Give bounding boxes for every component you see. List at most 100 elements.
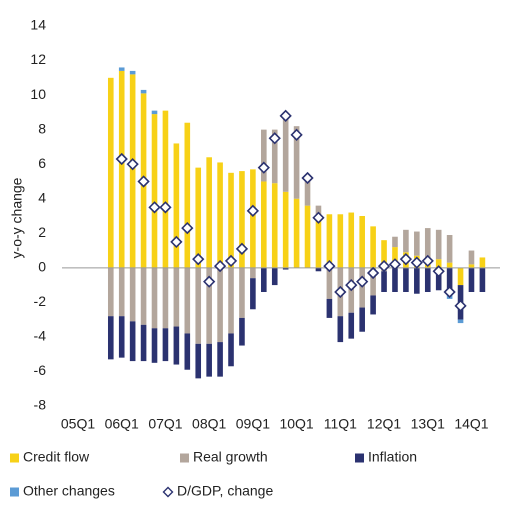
y-tick-label: 6 xyxy=(38,155,46,171)
bar-segment xyxy=(326,267,333,299)
y-tick-label: 4 xyxy=(38,189,46,205)
bar-segment xyxy=(304,176,311,206)
diamond-marker xyxy=(213,259,227,273)
diamond-marker xyxy=(279,109,292,122)
bar-segment xyxy=(228,333,234,367)
diamond-marker xyxy=(148,201,161,214)
legend-swatch xyxy=(10,487,19,497)
y-tick-label: 14 xyxy=(30,17,46,33)
bar-segment xyxy=(435,229,442,260)
bar-segment xyxy=(315,267,322,272)
x-tick-label: 13Q1 xyxy=(411,416,445,432)
bar-segment xyxy=(151,110,158,115)
bar-segment xyxy=(370,226,376,268)
bar-segment xyxy=(446,262,453,268)
bar-segment xyxy=(479,267,486,292)
x-tick-label: 12Q1 xyxy=(367,416,401,432)
bar-segment xyxy=(250,169,256,268)
y-tick-label: -2 xyxy=(34,293,47,309)
bar-segment xyxy=(228,267,234,334)
diamond-marker xyxy=(312,211,325,224)
bar-segment xyxy=(435,267,442,291)
bar-segment xyxy=(261,181,267,268)
diamond-marker xyxy=(203,275,216,288)
bar-segment xyxy=(446,235,453,263)
bar-segment xyxy=(381,271,387,292)
bar-segment xyxy=(217,342,223,377)
bar-segment xyxy=(282,267,289,270)
bar-segment xyxy=(162,328,169,362)
bar-segment xyxy=(173,143,180,268)
diamond-marker xyxy=(126,158,139,171)
bar-segment xyxy=(457,319,464,324)
bar-segment xyxy=(184,122,191,268)
legend-swatch xyxy=(10,453,19,463)
bar-segment xyxy=(282,112,289,192)
bar-segment xyxy=(392,236,398,248)
bar-segment xyxy=(261,129,267,182)
bar-segment xyxy=(184,333,191,370)
bar-segment xyxy=(129,321,136,362)
bar-segment xyxy=(162,110,169,268)
diamond-marker xyxy=(388,258,402,271)
diamond-marker xyxy=(246,204,260,217)
bar-segment xyxy=(271,129,278,184)
bar-segment xyxy=(140,89,147,94)
bar-segment xyxy=(129,267,136,322)
diamond-marker xyxy=(454,299,467,312)
bar-segment xyxy=(315,205,322,215)
x-tick-label: 07Q1 xyxy=(148,416,182,432)
diamond-marker xyxy=(224,254,238,268)
y-tick-label: 8 xyxy=(38,120,46,136)
y-tick-label: 0 xyxy=(38,259,46,275)
y-tick-label: -8 xyxy=(34,397,47,413)
diamond-marker xyxy=(181,221,194,235)
y-tick-label: -4 xyxy=(34,328,47,344)
bar-segment xyxy=(315,214,322,268)
bar-segment xyxy=(370,267,376,296)
bar-segment xyxy=(162,267,169,329)
diamond-marker xyxy=(377,259,391,273)
bar-segment xyxy=(217,162,223,268)
bar-segment xyxy=(118,67,125,71)
diamond-marker xyxy=(192,253,205,266)
diamond-marker xyxy=(268,132,281,145)
bar-segment xyxy=(326,214,333,268)
diamond-marker xyxy=(290,128,303,141)
bar-segment xyxy=(457,267,464,286)
legend-label: D/GDP, change xyxy=(177,483,273,499)
bar-segment xyxy=(381,240,387,268)
x-tick-label: 10Q1 xyxy=(279,416,313,432)
y-tick-label: -6 xyxy=(34,362,47,378)
bar-segment xyxy=(435,259,442,268)
bar-segment xyxy=(479,257,486,268)
bar-segment xyxy=(206,343,212,377)
bar-segment xyxy=(250,278,256,310)
x-tick-label: 06Q1 xyxy=(105,416,139,432)
diamond-marker xyxy=(137,175,150,188)
y-axis-label: y-o-y change xyxy=(9,177,25,258)
bar-segment xyxy=(239,267,245,318)
bar-segment xyxy=(129,74,136,268)
bar-segment xyxy=(206,157,212,268)
diamond-marker xyxy=(323,259,336,273)
bar-segment xyxy=(414,231,420,256)
y-tick-label: 10 xyxy=(30,86,46,102)
bar-segment xyxy=(468,250,475,265)
bar-segment xyxy=(250,267,256,279)
diamond-marker xyxy=(421,254,434,268)
bar-segment xyxy=(326,298,333,318)
bar-segment xyxy=(261,267,267,292)
bar-segment xyxy=(468,267,475,292)
diamond-marker xyxy=(257,161,270,174)
bar-segment xyxy=(271,183,278,268)
x-tick-label: 08Q1 xyxy=(192,416,226,432)
bar-segment xyxy=(403,229,409,253)
diamond-marker xyxy=(366,266,380,280)
legend-label: Credit flow xyxy=(23,449,90,465)
diamond-marker xyxy=(410,256,423,269)
bar-segment xyxy=(392,247,398,268)
legend-label: Other changes xyxy=(23,483,115,499)
bar-segment xyxy=(151,267,158,329)
bar-segment xyxy=(118,316,125,358)
